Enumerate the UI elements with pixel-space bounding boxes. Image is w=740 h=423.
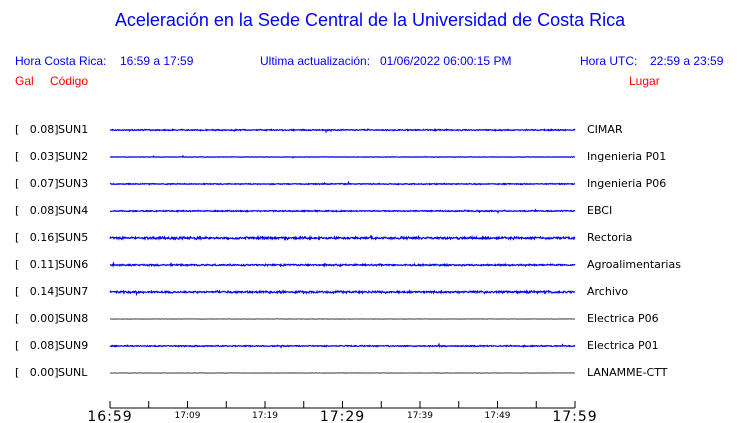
station-place: Ingenieria P01 bbox=[587, 150, 667, 163]
local-time-label: Hora Costa Rica: bbox=[15, 54, 107, 68]
trace-sun1 bbox=[109, 127, 576, 134]
place-column-header: Lugar bbox=[629, 74, 660, 88]
station-code: SUN8 bbox=[58, 312, 89, 325]
utc-range: 22:59 a 23:59 bbox=[650, 54, 724, 68]
station-gal-value: [ 0.08] bbox=[15, 204, 59, 217]
trace-sun9 bbox=[109, 342, 576, 349]
station-place: EBCI bbox=[587, 204, 613, 217]
station-gal-value: [ 0.08] bbox=[15, 339, 59, 352]
x-tick-label: 17:09 bbox=[175, 411, 201, 421]
x-tick-label: 17:39 bbox=[407, 411, 433, 421]
x-tick-label: 17:59 bbox=[552, 409, 597, 423]
local-time-range: 16:59 a 17:59 bbox=[120, 54, 194, 68]
gal-column-header: Gal bbox=[15, 74, 34, 88]
station-code: SUN1 bbox=[58, 123, 89, 136]
station-code: SUN2 bbox=[58, 150, 89, 163]
station-gal-value: [ 0.16] bbox=[15, 231, 59, 244]
station-code: SUN4 bbox=[58, 204, 89, 217]
x-tick-label: 17:49 bbox=[485, 411, 511, 421]
station-code: SUN6 bbox=[58, 258, 89, 271]
utc-label: Hora UTC: bbox=[580, 54, 638, 68]
station-code: SUN5 bbox=[58, 231, 89, 244]
station-gal-value: [ 0.00] bbox=[15, 366, 59, 379]
trace-sun2 bbox=[109, 154, 576, 159]
station-gal-value: [ 0.07] bbox=[15, 177, 59, 190]
update-value: 01/06/2022 06:00:15 PM bbox=[380, 54, 512, 68]
code-column-header: Código bbox=[50, 74, 89, 88]
trace-sun4 bbox=[109, 208, 576, 214]
x-tick-label: 17:29 bbox=[320, 409, 365, 423]
station-place: Rectoria bbox=[587, 231, 633, 244]
x-tick-label: 16:59 bbox=[87, 409, 132, 423]
station-place: CIMAR bbox=[587, 123, 623, 136]
station-code: SUN3 bbox=[58, 177, 89, 190]
trace-sun3 bbox=[109, 180, 576, 186]
station-gal-value: [ 0.08] bbox=[15, 123, 59, 136]
page-title: Aceleración en la Sede Central de la Uni… bbox=[114, 10, 626, 30]
station-place: Agroalimentarias bbox=[587, 258, 681, 271]
x-tick-label: 17:19 bbox=[252, 411, 278, 421]
station-gal-value: [ 0.11] bbox=[15, 258, 59, 271]
station-place: Ingenieria P06 bbox=[587, 177, 667, 190]
station-gal-value: [ 0.00] bbox=[15, 312, 59, 325]
station-code: SUN9 bbox=[58, 339, 89, 352]
station-place: Electrica P06 bbox=[587, 312, 659, 325]
station-gal-value: [ 0.14] bbox=[15, 285, 59, 298]
trace-sun6 bbox=[109, 261, 576, 268]
station-gal-value: [ 0.03] bbox=[15, 150, 59, 163]
station-code: SUN7 bbox=[58, 285, 89, 298]
station-code: SUNL bbox=[58, 366, 88, 379]
update-label: Ultima actualización: bbox=[260, 54, 371, 68]
station-place: LANAMME-CTT bbox=[587, 366, 668, 379]
station-place: Archivo bbox=[587, 285, 629, 298]
station-place: Electrica P01 bbox=[587, 339, 659, 352]
trace-sun5 bbox=[109, 234, 576, 242]
trace-sun7 bbox=[109, 289, 576, 297]
